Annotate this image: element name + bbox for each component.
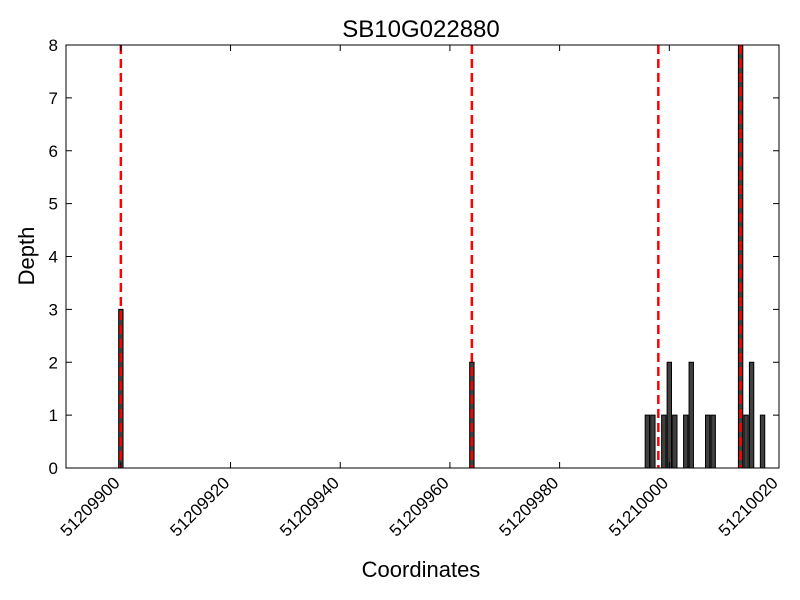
y-tick-label-7: 7 (49, 89, 58, 108)
x-axis-label: Coordinates (362, 557, 481, 582)
chart-title: SB10G022880 (342, 16, 499, 43)
bar-12 (743, 414, 749, 469)
x-tick-label-6: 51210020 (715, 473, 782, 540)
bar-10 (710, 414, 716, 469)
bar-2 (644, 414, 651, 469)
reference-lines-layer (119, 45, 742, 468)
y-tick-label-8: 8 (49, 36, 58, 55)
y-tick-label-0: 0 (49, 459, 58, 478)
y-tick-label-2: 2 (49, 353, 58, 372)
x-tick-label-5: 51210000 (605, 473, 672, 540)
y-tick-label-3: 3 (49, 300, 58, 319)
bar-4 (661, 414, 667, 469)
bar-3 (650, 414, 656, 469)
x-tick-label-3: 51209960 (386, 473, 453, 540)
x-tick-label-2: 51209940 (276, 473, 343, 540)
y-tick-label-6: 6 (49, 142, 58, 161)
y-tick-label-5: 5 (49, 195, 58, 214)
plot-frame (65, 44, 780, 469)
bar-7 (683, 414, 689, 469)
bars-layer (118, 44, 766, 469)
y-tick-label-1: 1 (49, 406, 58, 425)
x-tick-label-1: 51209920 (166, 473, 233, 540)
bar-13 (748, 361, 755, 469)
bar-5 (666, 361, 673, 469)
bar-6 (672, 414, 678, 469)
y-tick-label-4: 4 (49, 248, 58, 267)
bar-14 (759, 414, 766, 469)
bar-8 (688, 361, 694, 469)
x-tick-label-0: 51209900 (57, 473, 124, 540)
x-tick-label-4: 51209980 (496, 473, 563, 540)
bar-9 (705, 414, 711, 469)
y-axis-label: Depth (14, 227, 39, 286)
